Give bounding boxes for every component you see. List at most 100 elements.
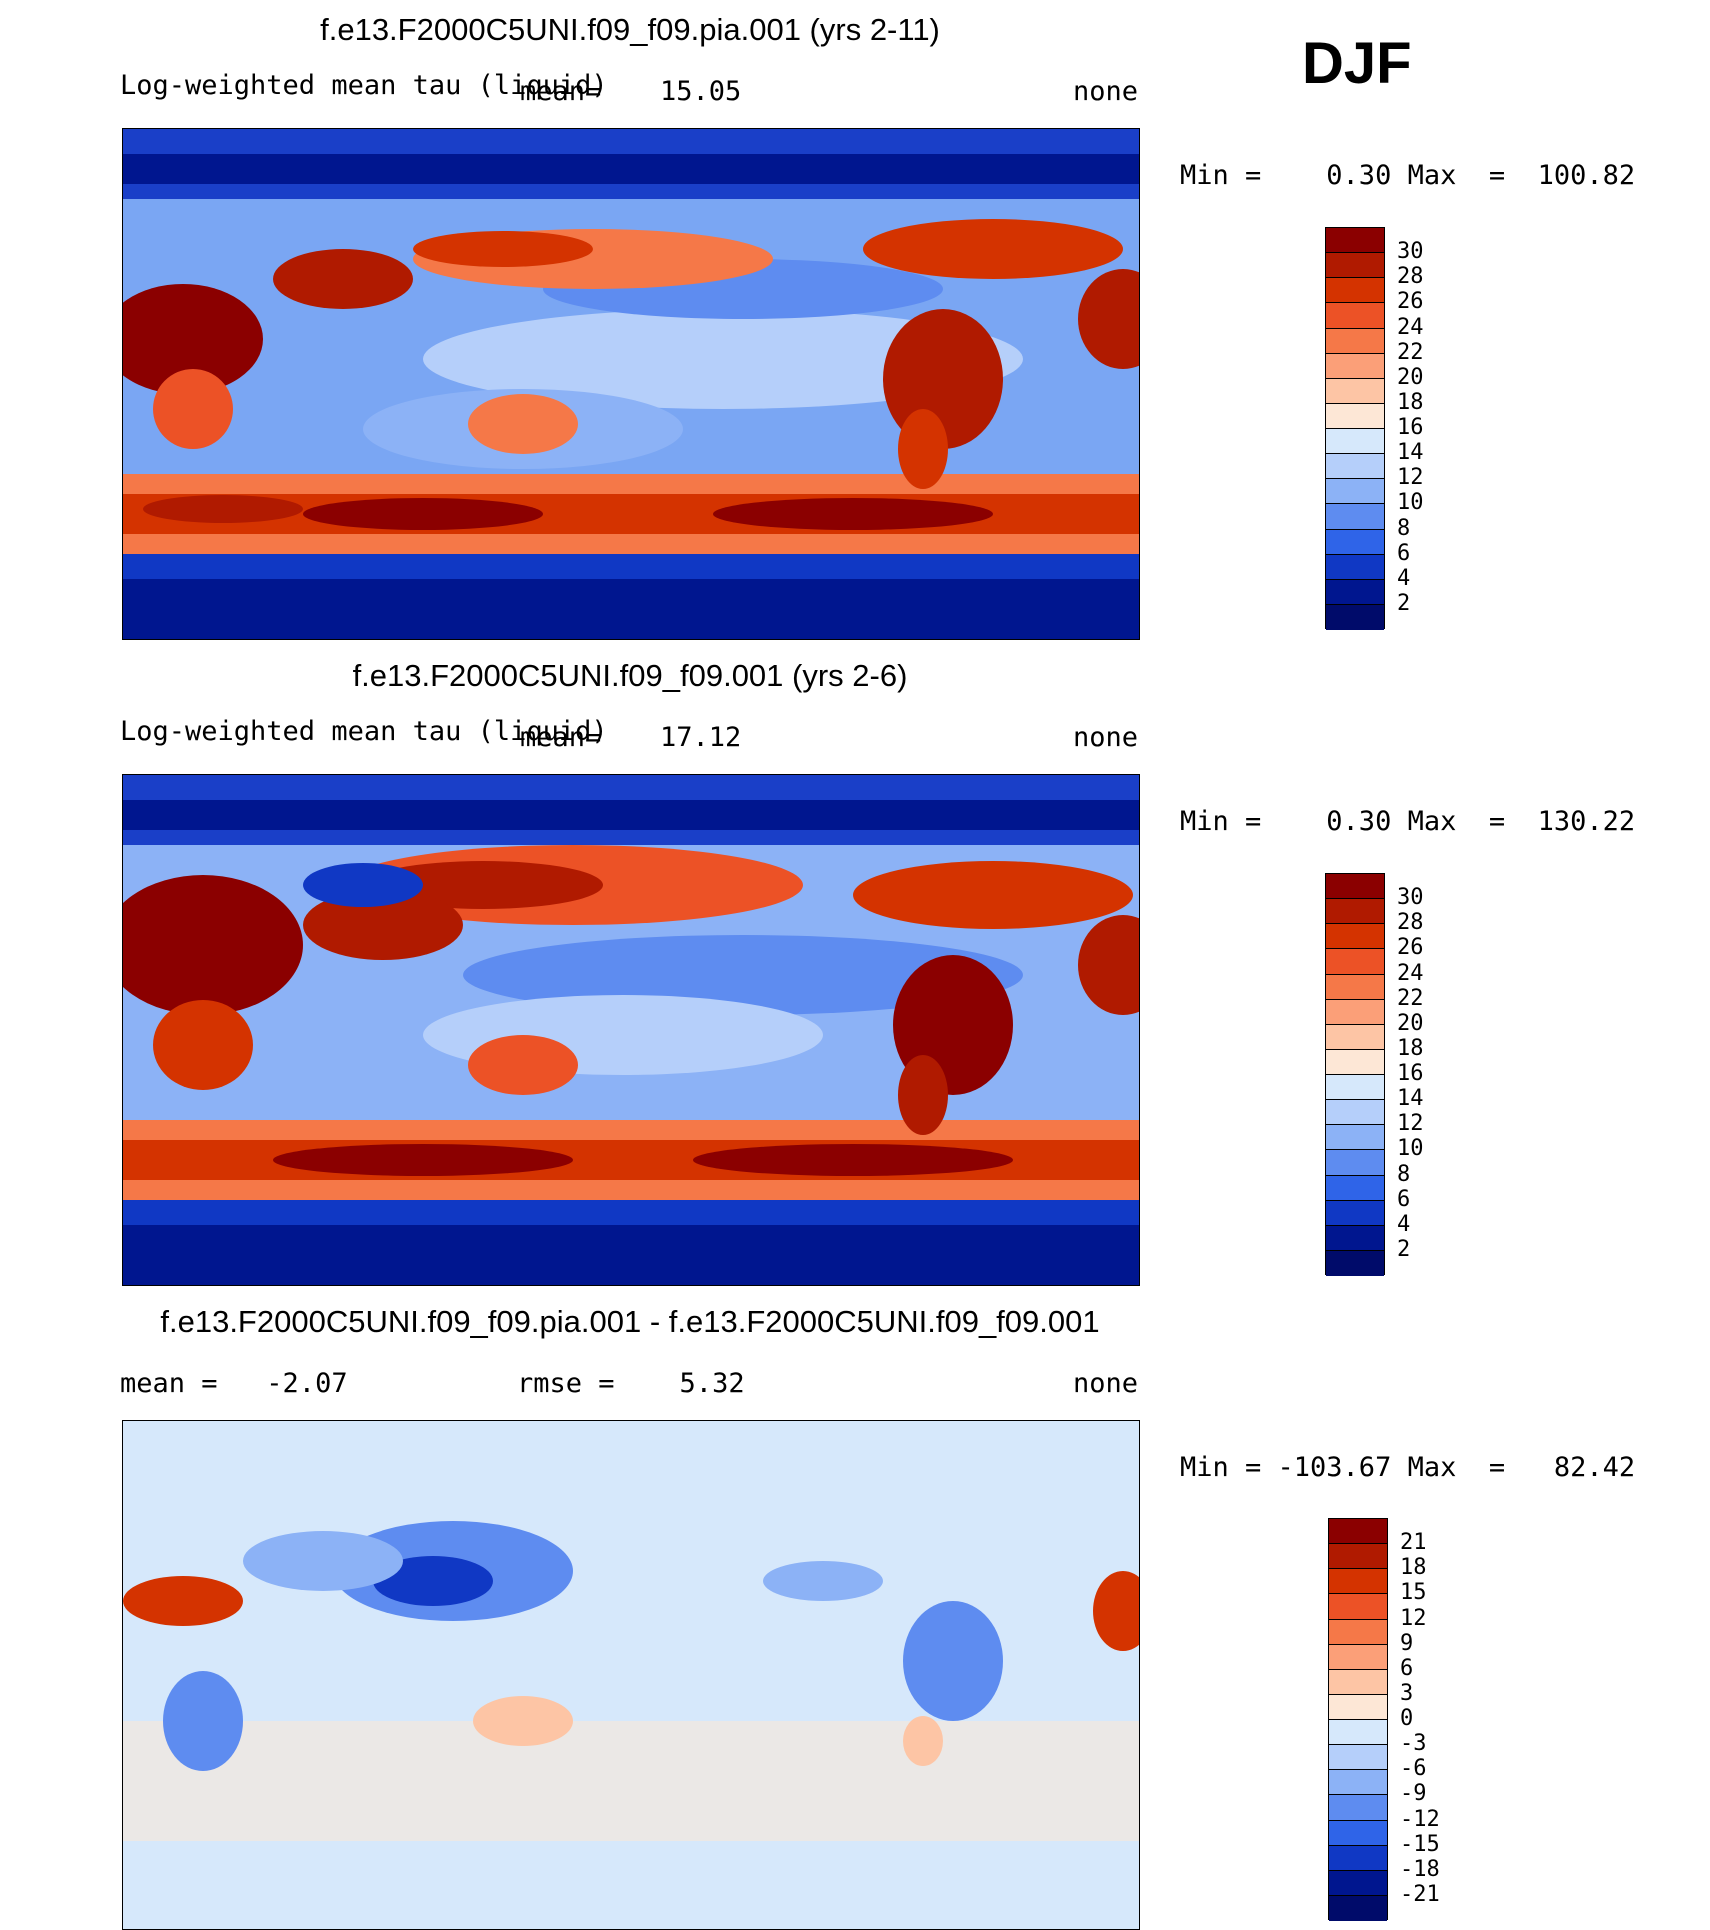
panel1-title: f.e13.F2000C5UNI.f09_f09.pia.001 (yrs 2-… [320,12,940,47]
colorbar-tick-label: -21 [1400,1881,1440,1907]
colorbar-tick-label: -15 [1400,1831,1440,1857]
colorbar-tick-label: 28 [1397,264,1424,290]
colorbar-swatch [1326,1024,1384,1050]
colorbar-swatch [1329,1770,1387,1796]
colorbar-swatch [1326,429,1384,455]
colorbar-swatch [1326,554,1384,580]
colorbar-swatch [1326,253,1384,279]
panel2-mean-value: 17.12 [660,722,742,753]
colorbar-tick-label: 0 [1400,1706,1414,1731]
colorbar-swatch [1326,278,1384,304]
colorbar-swatch [1326,1100,1384,1126]
panel1-mean-value: 15.05 [660,76,742,107]
colorbar-swatch [1329,1669,1387,1695]
colorbar-swatch [1329,1795,1387,1821]
colorbar-tick-label: 30 [1397,239,1424,265]
colorbar-swatch [1326,1075,1384,1101]
colorbar-tick-label: 14 [1397,440,1424,466]
panel3-mean: mean = -2.07 [120,1368,348,1399]
colorbar-swatch [1326,328,1384,354]
colorbar-swatch [1326,454,1384,480]
colorbar-tick-label: 16 [1397,1061,1424,1086]
colorbar-tick-label: 16 [1397,415,1424,440]
colorbar-tick-label: 6 [1397,1186,1411,1212]
colorbar-swatch [1329,1845,1387,1871]
panel1-map [122,128,1140,640]
colorbar-tick-label: 10 [1397,490,1424,516]
panel2-variable: Log-weighted mean tau (liquid) [120,716,608,747]
colorbar-swatch [1326,999,1384,1025]
colorbar-tick-label: -6 [1400,1756,1427,1782]
colorbar-tick-label: 26 [1397,935,1424,961]
colorbar-swatch [1326,504,1384,530]
colorbar-tick-label: 4 [1397,565,1411,591]
panel2-map-field [123,775,1139,1285]
colorbar-swatch [1329,1720,1387,1746]
colorbar-tick-label: -9 [1400,1781,1427,1807]
panel2-colorbar [1325,873,1385,1276]
colorbar-tick-label: 14 [1397,1086,1424,1112]
colorbar-tick-label: 6 [1397,540,1411,566]
colorbar-swatch [1326,604,1384,630]
colorbar-swatch [1326,1175,1384,1201]
panel1-colorbar [1325,227,1385,630]
colorbar-tick-label: 20 [1397,364,1424,390]
colorbar-swatch [1326,579,1384,605]
panel2-title: f.e13.F2000C5UNI.f09_f09.001 (yrs 2-6) [352,658,908,693]
colorbar-swatch [1329,1544,1387,1570]
colorbar-tick-label: 24 [1397,960,1424,986]
colorbar-tick-label: 26 [1397,289,1424,315]
panel3-colorbar [1328,1518,1388,1921]
colorbar-tick-label: -18 [1400,1856,1440,1882]
colorbar-swatch [1326,1200,1384,1226]
colorbar-tick-label: 8 [1397,1161,1411,1187]
panel1-variable: Log-weighted mean tau (liquid) [120,70,608,101]
colorbar-swatch [1329,1644,1387,1670]
panel3-units: none [1073,1368,1139,1399]
colorbar-tick-label: 12 [1397,465,1424,491]
colorbar-tick-label: -3 [1400,1731,1427,1757]
colorbar-swatch [1326,949,1384,975]
colorbar-swatch [1326,1125,1384,1151]
panel2-map [122,774,1140,1286]
colorbar-tick-label: 9 [1400,1630,1414,1656]
colorbar-swatch [1329,1569,1387,1595]
panel2-units: none [1073,722,1139,753]
colorbar-tick-label: 24 [1397,314,1424,340]
colorbar-swatch [1329,1519,1387,1545]
colorbar-tick-label: 8 [1397,515,1411,541]
panel3-title: f.e13.F2000C5UNI.f09_f09.pia.001 - f.e13… [160,1304,1100,1339]
colorbar-tick-label: 18 [1400,1555,1427,1581]
colorbar-tick-label: 20 [1397,1010,1424,1036]
panel1-mean-label: mean= [520,76,602,107]
panel1-map-field [123,129,1139,639]
colorbar-swatch [1326,303,1384,329]
colorbar-swatch [1326,228,1384,254]
colorbar-swatch [1326,1049,1384,1075]
colorbar-swatch [1326,378,1384,404]
colorbar-tick-label: 12 [1397,1111,1424,1137]
colorbar-tick-label: 21 [1400,1530,1427,1556]
colorbar-swatch [1329,1895,1387,1921]
colorbar-tick-label: -12 [1400,1806,1440,1832]
colorbar-tick-label: 3 [1400,1680,1414,1706]
colorbar-tick-label: 4 [1397,1211,1411,1237]
panel3-rmse: rmse = 5.32 [517,1368,745,1399]
colorbar-swatch [1329,1619,1387,1645]
colorbar-tick-label: 18 [1397,1035,1424,1061]
colorbar-swatch [1326,974,1384,1000]
colorbar-tick-label: 10 [1397,1136,1424,1162]
colorbar-swatch [1326,353,1384,379]
colorbar-tick-label: 28 [1397,910,1424,936]
colorbar-tick-label: 6 [1400,1655,1414,1681]
panel2-minmax: Min = 0.30 Max = 130.22 [1180,806,1636,837]
colorbar-swatch [1326,1150,1384,1176]
colorbar-swatch [1329,1820,1387,1846]
panel1-minmax: Min = 0.30 Max = 100.82 [1180,160,1636,191]
colorbar-swatch [1326,874,1384,900]
season-label: DJF [1302,31,1412,96]
colorbar-swatch [1326,403,1384,429]
colorbar-swatch [1326,899,1384,925]
panel3-minmax: Min = -103.67 Max = 82.42 [1180,1452,1636,1483]
panel3-map [122,1420,1140,1930]
